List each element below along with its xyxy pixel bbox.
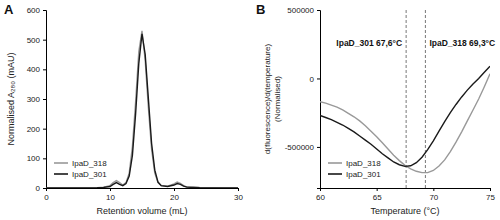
axis-line <box>47 189 239 192</box>
tick-mark <box>43 188 46 189</box>
axis-line <box>317 11 321 189</box>
axis-line <box>321 189 491 192</box>
y-axis-title: Normalised A₂₈₀ (mAU) <box>6 53 16 146</box>
tick-mark <box>43 158 46 159</box>
tick: 20 <box>170 188 179 202</box>
tick-label: 70 <box>429 193 438 202</box>
tick: 0 <box>44 188 49 202</box>
tick: 30 <box>234 188 243 202</box>
tick-mark <box>238 188 239 191</box>
tick-label: 60 <box>316 193 325 202</box>
legend: IpaD_318 IpaD_301 <box>328 159 381 179</box>
legend-label: IpaD_301 <box>346 170 381 179</box>
tick-mark <box>317 10 320 11</box>
tick: 65 <box>373 188 382 202</box>
tick-label: 65 <box>373 193 382 202</box>
annotation: IpaD_318 69,3°C <box>429 38 495 48</box>
tick-label: 0 <box>310 75 315 84</box>
tick-mark <box>43 10 46 11</box>
tick-label: 20 <box>170 193 179 202</box>
tick-label: 400 <box>27 65 41 74</box>
tick-label: 30 <box>234 193 243 202</box>
tick-label: 600 <box>27 6 41 15</box>
tick-label: 200 <box>27 125 41 134</box>
tick-label: 0 <box>44 193 49 202</box>
tick: 70 <box>429 188 438 202</box>
panel-title: B <box>256 2 265 17</box>
plot-area <box>46 31 238 188</box>
tick: 400 <box>27 65 46 74</box>
tick-label: 10 <box>106 193 115 202</box>
tick: 600 <box>27 6 46 15</box>
tick-mark <box>433 188 434 191</box>
tick: 300 <box>27 95 46 104</box>
series-line <box>46 34 238 188</box>
x-axis-title: Retention volume (mL) <box>96 206 187 216</box>
tick-label: 75 <box>486 193 495 202</box>
legend-label: IpaD_318 <box>72 159 107 168</box>
tick: 0 <box>36 184 46 193</box>
y-axis: -500000 0 500000 <box>285 6 321 188</box>
tick: 0 <box>310 75 320 84</box>
panel-title: A <box>4 2 14 17</box>
x-axis: 60 65 70 75 <box>316 188 495 202</box>
y-axis-title: d(fluorescence)/d(temperature) <box>263 44 272 155</box>
tick-label: 100 <box>27 154 41 163</box>
panel: 01020300100200300400500600Retention volu… <box>4 2 243 216</box>
axis-line <box>43 11 47 189</box>
figure: 01020300100200300400500600Retention volu… <box>0 0 500 220</box>
y-axis-title: (Normalised) <box>273 76 282 122</box>
tick-mark <box>490 188 491 191</box>
series-line <box>320 66 490 166</box>
tick-mark <box>110 188 111 191</box>
tick-mark <box>377 188 378 191</box>
series-line <box>320 74 490 173</box>
annotation-line <box>406 10 407 188</box>
legend-swatch <box>328 162 342 164</box>
tick: 75 <box>486 188 495 202</box>
tick: 60 <box>316 188 325 202</box>
annotation-line <box>425 10 426 188</box>
tick-mark <box>43 129 46 130</box>
tick-label: -500000 <box>285 143 315 152</box>
tick-mark <box>43 69 46 70</box>
tick-label: 500000 <box>287 6 314 15</box>
plot-area <box>320 10 490 188</box>
tick: 200 <box>27 125 46 134</box>
panel: 60 65 70 75 -500000 0 500000 Temperature (°C) d(… <box>256 2 495 216</box>
legend-swatch <box>54 162 68 164</box>
legend-swatch <box>54 173 68 175</box>
legend-label: IpaD_301 <box>72 170 107 179</box>
tick: 100 <box>27 154 46 163</box>
tick: -500000 <box>285 143 320 152</box>
tick: 500 <box>27 36 46 45</box>
tick-mark <box>317 147 320 148</box>
legend-label: IpaD_318 <box>346 159 381 168</box>
series-line <box>46 31 238 188</box>
tick-mark <box>43 99 46 100</box>
tick-label: 0 <box>36 184 41 193</box>
x-axis: 0 10 20 30 <box>44 188 243 202</box>
tick-mark <box>317 78 320 79</box>
y-axis: 0 100 200 300 400 500 600 <box>27 6 47 193</box>
legend-swatch <box>328 173 342 175</box>
tick: 500000 <box>287 6 320 15</box>
tick-label: 500 <box>27 36 41 45</box>
legend: IpaD_318 IpaD_301 <box>54 159 107 179</box>
x-axis-title: Temperature (°C) <box>370 206 439 216</box>
tick-mark <box>43 40 46 41</box>
tick-mark <box>174 188 175 191</box>
tick-label: 300 <box>27 95 41 104</box>
tick: 10 <box>106 188 115 202</box>
annotation: IpaD_301 67,6°C <box>336 38 402 48</box>
